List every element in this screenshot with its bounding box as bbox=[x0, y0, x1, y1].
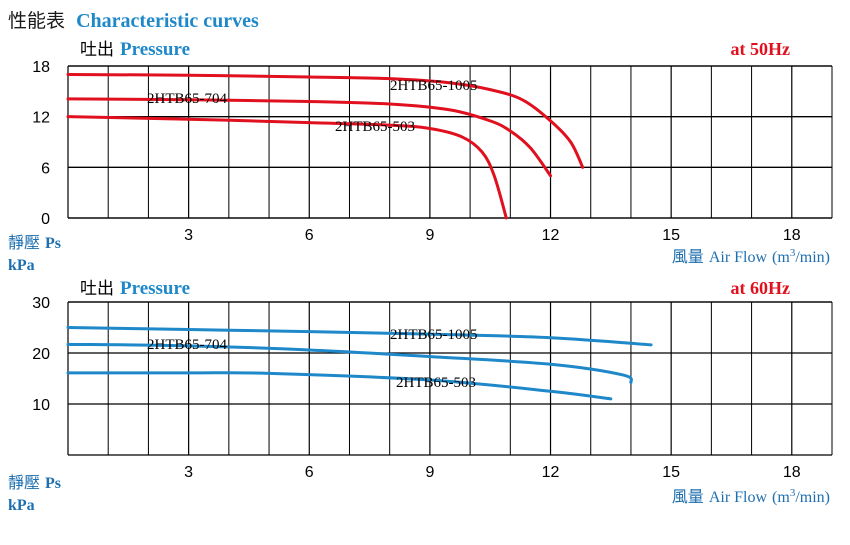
series-line-2htb65-1005 bbox=[66, 72, 585, 169]
panel-title-en: Pressure bbox=[120, 278, 190, 299]
panel-title-cjk: 吐出 bbox=[80, 279, 114, 299]
y-axis-label-en: Ps bbox=[45, 475, 61, 492]
x-axis-label: 風量 Air Flow (m3/min) bbox=[672, 247, 830, 266]
x-tick-label: 9 bbox=[425, 227, 434, 244]
x-axis-label-cjk: 風量 bbox=[672, 489, 704, 506]
x-axis-unit: (m bbox=[772, 489, 790, 506]
series-line-2htb65-503 bbox=[66, 371, 613, 401]
series-label: 2HTB65-1005 bbox=[390, 327, 478, 343]
y-tick-label: 20 bbox=[32, 346, 50, 363]
y-axis-label-cjk: 靜壓 bbox=[8, 234, 40, 252]
series-label: 2HTB65-503 bbox=[396, 375, 476, 391]
page-title-cjk: 性能表 bbox=[8, 10, 66, 32]
y-axis-unit: kPa bbox=[8, 257, 35, 274]
x-tick-label: 3 bbox=[184, 227, 193, 244]
series-label: 2HTB65-1005 bbox=[390, 78, 478, 94]
x-tick-label: 15 bbox=[662, 464, 680, 481]
panel-title: 吐出 Pressure bbox=[80, 278, 190, 299]
series-line-2htb65-704 bbox=[66, 97, 553, 178]
x-axis-unit-tail: /min) bbox=[795, 249, 830, 266]
x-tick-label: 9 bbox=[425, 464, 434, 481]
y-tick-label: 12 bbox=[32, 110, 50, 127]
x-tick-label: 6 bbox=[305, 464, 314, 481]
x-axis-label-en: Air Flow bbox=[709, 249, 768, 266]
y-axis-label: 靜壓 Ps bbox=[8, 234, 61, 252]
x-axis-label-cjk: 風量 bbox=[672, 249, 704, 266]
y-axis-label-cjk: 靜壓 bbox=[8, 474, 40, 492]
x-axis-label: 風量 Air Flow (m3/min) bbox=[672, 487, 830, 506]
x-axis-unit-tail: /min) bbox=[795, 489, 830, 506]
x-axis-label-en: Air Flow bbox=[709, 489, 768, 506]
x-axis-unit-sup: 3 bbox=[790, 247, 796, 259]
page-title-en: Characteristic curves bbox=[76, 10, 259, 32]
frequency-label: at 50Hz bbox=[731, 39, 790, 59]
panel-title-cjk: 吐出 bbox=[80, 40, 114, 60]
panel-title-en: Pressure bbox=[120, 39, 190, 60]
x-axis-unit: (m bbox=[772, 249, 790, 266]
x-tick-label: 15 bbox=[662, 227, 680, 244]
series-line-2htb65-503 bbox=[66, 115, 508, 220]
x-tick-label: 18 bbox=[783, 464, 801, 481]
page-header: 性能表 Characteristic curves bbox=[8, 6, 259, 33]
y-tick-label: 30 bbox=[32, 295, 50, 312]
series-label: 2HTB65-503 bbox=[335, 119, 415, 135]
y-axis-label: 靜壓 Ps bbox=[8, 474, 61, 492]
x-tick-label: 18 bbox=[783, 227, 801, 244]
x-tick-label: 6 bbox=[305, 227, 314, 244]
y-tick-label: 10 bbox=[32, 397, 50, 414]
x-tick-label: 3 bbox=[184, 464, 193, 481]
series-label: 2HTB65-704 bbox=[147, 91, 227, 107]
series-line-2htb65-1005 bbox=[66, 326, 653, 347]
series-label: 2HTB65-704 bbox=[147, 337, 227, 353]
y-axis-label-en: Ps bbox=[45, 235, 61, 252]
x-axis-unit-sup: 3 bbox=[790, 487, 796, 499]
series-line-2htb65-704 bbox=[66, 342, 633, 385]
panel-title: 吐出 Pressure bbox=[80, 39, 190, 60]
y-tick-label: 0 bbox=[41, 211, 50, 228]
x-tick-label: 12 bbox=[542, 464, 560, 481]
x-tick-label: 12 bbox=[542, 227, 560, 244]
y-tick-label: 6 bbox=[41, 160, 50, 177]
frequency-label: at 60Hz bbox=[731, 278, 790, 298]
y-axis-unit: kPa bbox=[8, 497, 35, 514]
y-tick-label: 18 bbox=[32, 59, 50, 76]
